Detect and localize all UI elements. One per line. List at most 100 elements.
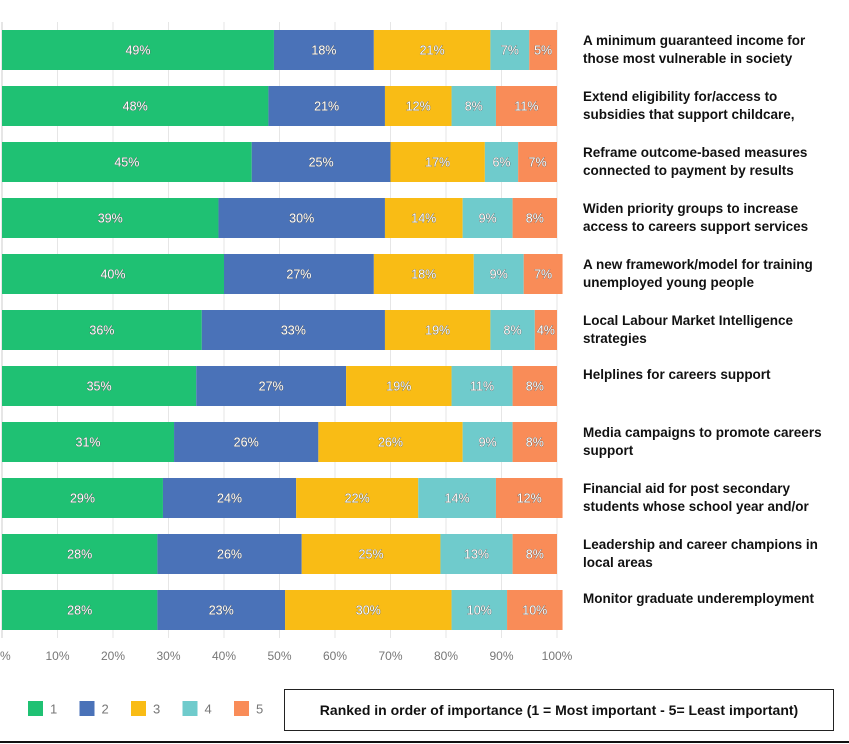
- data-label: 28%: [67, 547, 92, 561]
- data-label: 29%: [70, 491, 95, 505]
- bar-segment: [490, 30, 530, 70]
- legend-swatch: [28, 701, 43, 716]
- data-label: 7%: [534, 267, 552, 281]
- data-label: 8%: [526, 435, 544, 449]
- data-label: 8%: [504, 323, 522, 337]
- data-label: 10%: [467, 603, 492, 617]
- x-tick-label: 50%: [267, 649, 291, 663]
- data-label: 30%: [356, 603, 381, 617]
- bar-segment: [301, 534, 441, 574]
- x-tick-label: 10%: [45, 649, 69, 663]
- bar-segment: [512, 534, 557, 574]
- bar-segment: [523, 254, 563, 294]
- data-label: 25%: [309, 155, 334, 169]
- bar-segment: [2, 310, 202, 350]
- data-label: 35%: [87, 379, 112, 393]
- bar-segment: [174, 422, 319, 462]
- bar-segment: [2, 590, 158, 630]
- x-tick-label: 90%: [489, 649, 513, 663]
- bar-segment: [2, 478, 163, 518]
- bar-segment: [473, 254, 524, 294]
- bar-segment: [384, 198, 463, 238]
- legend-swatch: [79, 701, 95, 716]
- data-label: 8%: [526, 379, 544, 393]
- data-label: 31%: [76, 435, 101, 449]
- bar-segment: [346, 366, 452, 406]
- bar-segment: [512, 198, 557, 238]
- data-label: 14%: [445, 491, 470, 505]
- bar-segment: [373, 30, 491, 70]
- bar-segment: [273, 30, 374, 70]
- x-tick-label: 0%: [0, 649, 11, 663]
- category-label: Financial aid for post secondary student…: [583, 481, 809, 514]
- bar-segment: [451, 590, 508, 630]
- legend-label: 1: [50, 701, 57, 716]
- data-label: 14%: [411, 211, 436, 225]
- data-label: 9%: [479, 435, 497, 449]
- x-tick-label: 40%: [212, 649, 236, 663]
- category-label: Reframe outcome-based measures connected…: [583, 145, 808, 178]
- data-label: 18%: [411, 267, 436, 281]
- bar-segment: [162, 478, 297, 518]
- data-label: 22%: [345, 491, 370, 505]
- data-label: 19%: [425, 323, 450, 337]
- bar-segment: [373, 254, 474, 294]
- category-label: A minimum guaranteed income for those mo…: [583, 33, 806, 66]
- bar-segment: [196, 366, 347, 406]
- bar-segment: [2, 366, 197, 406]
- bar-segment: [451, 86, 496, 126]
- data-label: 26%: [217, 547, 242, 561]
- bar-segment: [318, 422, 463, 462]
- data-label: 45%: [114, 155, 139, 169]
- data-label: 39%: [98, 211, 123, 225]
- bar-segment: [157, 534, 302, 574]
- bar-segment: [296, 478, 419, 518]
- note: Ranked in order of importance (1 = Most …: [284, 689, 834, 731]
- bar-segment: [2, 422, 175, 462]
- data-label: 21%: [420, 43, 445, 57]
- bar-segment: [384, 86, 452, 126]
- category-label: Leadership and career champions in local…: [583, 537, 818, 570]
- bar-segment: [529, 30, 557, 70]
- data-label: 7%: [501, 43, 519, 57]
- data-label: 30%: [289, 211, 314, 225]
- bar-segment: [534, 310, 557, 350]
- bar-segment: [418, 478, 496, 518]
- data-label: 27%: [259, 379, 284, 393]
- data-label: 40%: [100, 267, 125, 281]
- category-label: Extend eligibility for/access to subsidi…: [583, 89, 795, 122]
- category-label: Helplines for careers support: [583, 367, 771, 382]
- bar-segment: [462, 422, 513, 462]
- data-label: 36%: [89, 323, 114, 337]
- bar-segment: [251, 142, 391, 182]
- category-label: Local Labour Market Intelligence strateg…: [583, 313, 794, 346]
- legend-label: 5: [256, 701, 263, 716]
- category-label: A new framework/model for training unemp…: [583, 257, 813, 290]
- data-label: 49%: [125, 43, 150, 57]
- data-label: 26%: [234, 435, 259, 449]
- data-label: 25%: [359, 547, 384, 561]
- legend-swatch: [234, 701, 249, 716]
- bar-segment: [490, 310, 535, 350]
- bar-segment: [2, 534, 158, 574]
- data-label: 26%: [378, 435, 403, 449]
- data-label: 21%: [314, 99, 339, 113]
- x-tick-label: 60%: [323, 649, 347, 663]
- data-label: 27%: [286, 267, 311, 281]
- category-label: Monitor graduate underemployment: [583, 591, 815, 606]
- bar-segment: [495, 478, 563, 518]
- bar-segment: [2, 198, 219, 238]
- legend-label: 2: [102, 701, 109, 716]
- bar-segment: [451, 366, 513, 406]
- legend-swatch: [131, 701, 146, 716]
- data-label: 4%: [537, 323, 555, 337]
- data-label: 28%: [67, 603, 92, 617]
- data-label: 12%: [406, 99, 431, 113]
- data-label: 6%: [492, 155, 510, 169]
- legend-swatch: [182, 701, 198, 716]
- data-label: 17%: [425, 155, 450, 169]
- x-tick-label: 20%: [101, 649, 125, 663]
- bar-segment: [495, 86, 557, 126]
